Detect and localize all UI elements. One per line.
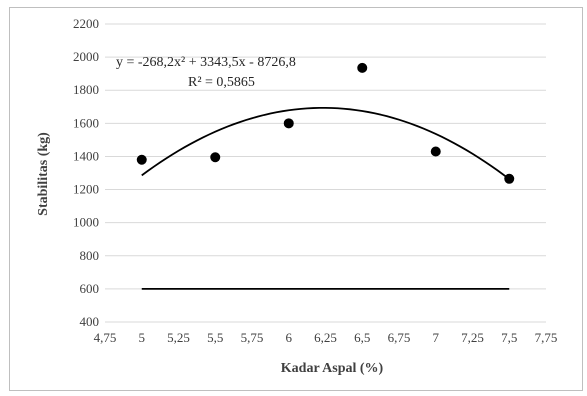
data-point: [357, 62, 368, 73]
y-tick-label: 1000: [73, 215, 99, 230]
x-tick-label: 7,25: [461, 330, 484, 345]
chart-frame: [9, 7, 583, 391]
x-axis-label: Kadar Aspal (%): [281, 361, 384, 376]
x-tick-label: 6,25: [314, 330, 337, 345]
r-squared-label: R² = 0,5865: [188, 75, 255, 90]
data-point: [210, 152, 221, 163]
x-tick-label: 5,25: [167, 330, 190, 345]
x-tick-label: 5,75: [241, 330, 264, 345]
x-tick-label: 7,75: [535, 330, 558, 345]
y-tick-label: 400: [80, 314, 100, 329]
trendline-group: [141, 106, 510, 180]
x-tick-label: 6,75: [388, 330, 411, 345]
data-point: [136, 154, 147, 165]
trendline-curve: [141, 106, 510, 180]
x-tick-label: 5,5: [207, 330, 223, 345]
x-tick-label: 7,5: [501, 330, 517, 345]
x-tick-label: 6: [286, 330, 293, 345]
data-point: [283, 118, 294, 129]
y-tick-label: 1800: [73, 82, 99, 97]
data-point: [430, 146, 441, 157]
trendline-equation: y = -268,2x² + 3343,5x - 8726,8: [116, 55, 296, 70]
x-tick-label: 7: [433, 330, 440, 345]
grid-lines: [105, 23, 546, 323]
y-tick-label: 1600: [73, 115, 99, 130]
data-point: [504, 173, 515, 184]
y-tick-label: 800: [80, 248, 100, 263]
x-tick-label: 4,75: [94, 330, 117, 345]
y-tick-label: 1400: [73, 148, 99, 163]
y-tick-label: 1200: [73, 182, 99, 197]
x-tick-label: 5: [139, 330, 146, 345]
x-tick-label: 6,5: [354, 330, 370, 345]
y-tick-label: 2200: [73, 16, 99, 31]
x-tick-labels: 4,75 5 5,25 5,5 5,75 6 6,25 6,5 6,75 7 7,25 7,5 7,75: [94, 330, 558, 345]
data-points: [136, 62, 515, 184]
y-tick-label: 600: [80, 281, 100, 296]
y-axis-label: Stabilitas (kg): [36, 132, 51, 216]
y-tick-labels: 400 600 800 1000 1200 1400 1600 1800 2000 2200: [73, 16, 99, 329]
y-tick-label: 2000: [73, 49, 99, 64]
